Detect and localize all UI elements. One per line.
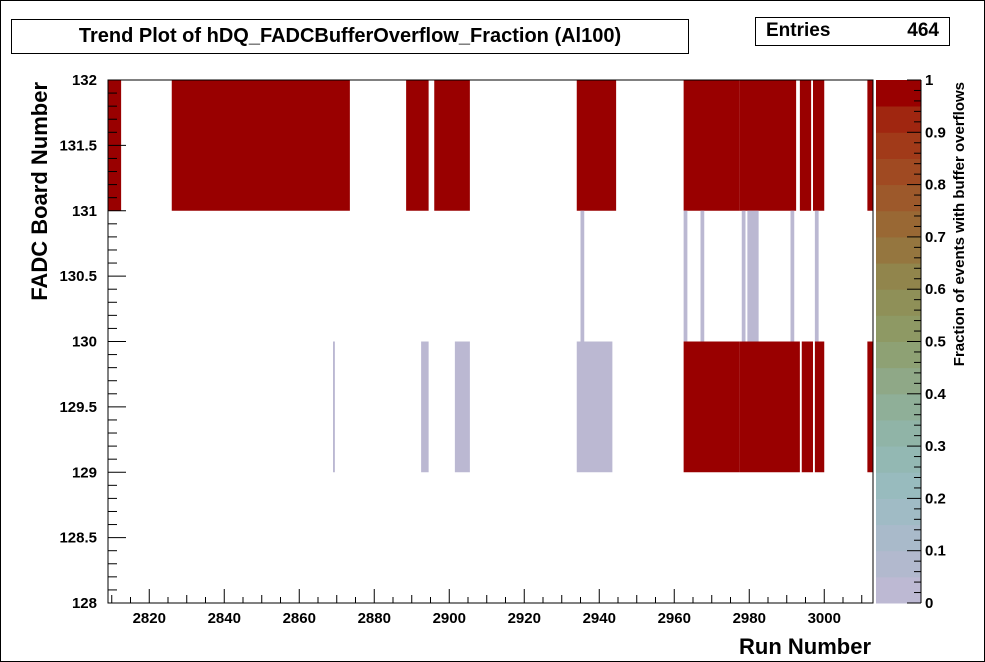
palette-segment: [876, 446, 921, 473]
heatmap-cell: [683, 341, 740, 473]
heatmap-cell: [747, 210, 759, 342]
palette-segment: [876, 289, 921, 316]
z-tick-label: 0.6: [925, 281, 946, 298]
heatmap-cell: [576, 341, 613, 473]
palette-segment: [876, 576, 921, 604]
heatmap-cell: [741, 210, 746, 342]
palette-segment: [876, 236, 921, 264]
heatmap-cell: [576, 80, 617, 211]
palette-segment: [876, 341, 921, 369]
heatmap-cell: [814, 341, 825, 473]
color-palette: [876, 80, 922, 604]
palette-segment: [876, 132, 921, 159]
heatmap-cell: [867, 341, 873, 473]
palette-segment: [876, 498, 921, 526]
x-tick-label: 2880: [358, 610, 391, 627]
palette-segment: [876, 184, 921, 212]
y-axis: 128 128.5 129 129.5 130 130.5 131 131.5 132: [59, 72, 126, 612]
palette-segment: [876, 419, 921, 447]
stats-entries-value: 464: [907, 20, 939, 41]
z-tick-label: 0.8: [925, 177, 946, 194]
z-axis-title: Fraction of events with buffer overflows: [951, 82, 968, 366]
palette-segment: [876, 393, 921, 421]
z-tick-label: 0.3: [925, 438, 946, 455]
z-tick-label: 0.1: [925, 543, 946, 560]
chart-title: Trend Plot of hDQ_FADCBufferOverflow_Fra…: [78, 25, 622, 47]
x-tick-label: 2860: [283, 610, 316, 627]
heatmap-cell: [333, 341, 335, 473]
heatmap-cell: [580, 210, 585, 342]
stats-box: Entries 464: [755, 17, 950, 46]
heatmap-cell: [799, 80, 812, 211]
z-tick-label: 0: [925, 595, 933, 612]
x-tick-label: 2960: [658, 610, 691, 627]
heatmap-cell: [406, 80, 429, 211]
y-tick-label: 128: [72, 595, 97, 612]
y-tick-label: 129: [72, 464, 97, 481]
heatmap-cell: [867, 80, 873, 211]
z-tick-label: 0.4: [925, 386, 947, 403]
heatmap-cell: [739, 341, 800, 473]
z-tick-label: 0.9: [925, 124, 946, 141]
heatmap-cell: [814, 210, 819, 342]
x-tick-label: 2820: [133, 610, 166, 627]
x-axis-title: Run Number: [739, 634, 871, 659]
y-tick-label: 129.5: [59, 399, 97, 416]
x-tick-label: 2980: [733, 610, 766, 627]
y-tick-label: 132: [72, 72, 97, 89]
x-tick-label: 2920: [508, 610, 541, 627]
heatmap-cell: [434, 80, 470, 211]
z-tick-label: 0.5: [925, 334, 946, 351]
heatmap-cell: [790, 210, 795, 342]
heatmap-cell: [700, 210, 705, 342]
y-axis-title: FADC Board Number: [27, 82, 52, 301]
x-tick-label: 3000: [808, 610, 841, 627]
palette-segment: [876, 550, 921, 578]
heatmap-cell: [683, 210, 688, 342]
y-tick-label: 130.5: [59, 268, 97, 285]
z-tick-label: 0.7: [925, 229, 946, 246]
heatmap-cell: [801, 341, 813, 473]
x-axis: 2820 2840 2860 2880 2900 2920 2940 2960 2980 3000: [111, 589, 863, 627]
heatmap-cells: [108, 80, 873, 473]
y-tick-label: 131.5: [59, 137, 97, 154]
chart-title-box: Trend Plot of hDQ_FADCBufferOverflow_Fra…: [11, 19, 689, 54]
heatmap-cell: [421, 341, 429, 473]
z-axis: 0 0.1 0.2 0.3 0.4 0.5 0.6 0.7 0.8 0.9 1: [907, 72, 947, 612]
y-tick-label: 130: [72, 334, 97, 351]
z-tick-label: 1: [925, 72, 933, 89]
stats-entries-label: Entries: [766, 20, 831, 41]
palette-segment: [876, 80, 921, 107]
x-tick-label: 2940: [583, 610, 616, 627]
heatmap-cell: [739, 80, 797, 211]
x-tick-label: 2840: [208, 610, 241, 627]
palette-segment: [876, 158, 921, 186]
heatmap-cell: [683, 80, 740, 211]
palette-segment: [876, 210, 921, 238]
heatmap-cell: [813, 80, 825, 211]
y-tick-label: 128.5: [59, 530, 97, 547]
palette-segment: [876, 367, 921, 395]
palette-segment: [876, 472, 921, 499]
palette-segment: [876, 263, 921, 290]
palette-segment: [876, 106, 921, 133]
palette-segment: [876, 524, 921, 552]
heatmap-cell: [454, 341, 470, 473]
palette-segment: [876, 315, 921, 342]
x-tick-label: 2900: [433, 610, 466, 627]
z-tick-label: 0.2: [925, 490, 946, 507]
y-tick-label: 131: [72, 203, 97, 220]
heatmap-cell: [171, 80, 350, 211]
